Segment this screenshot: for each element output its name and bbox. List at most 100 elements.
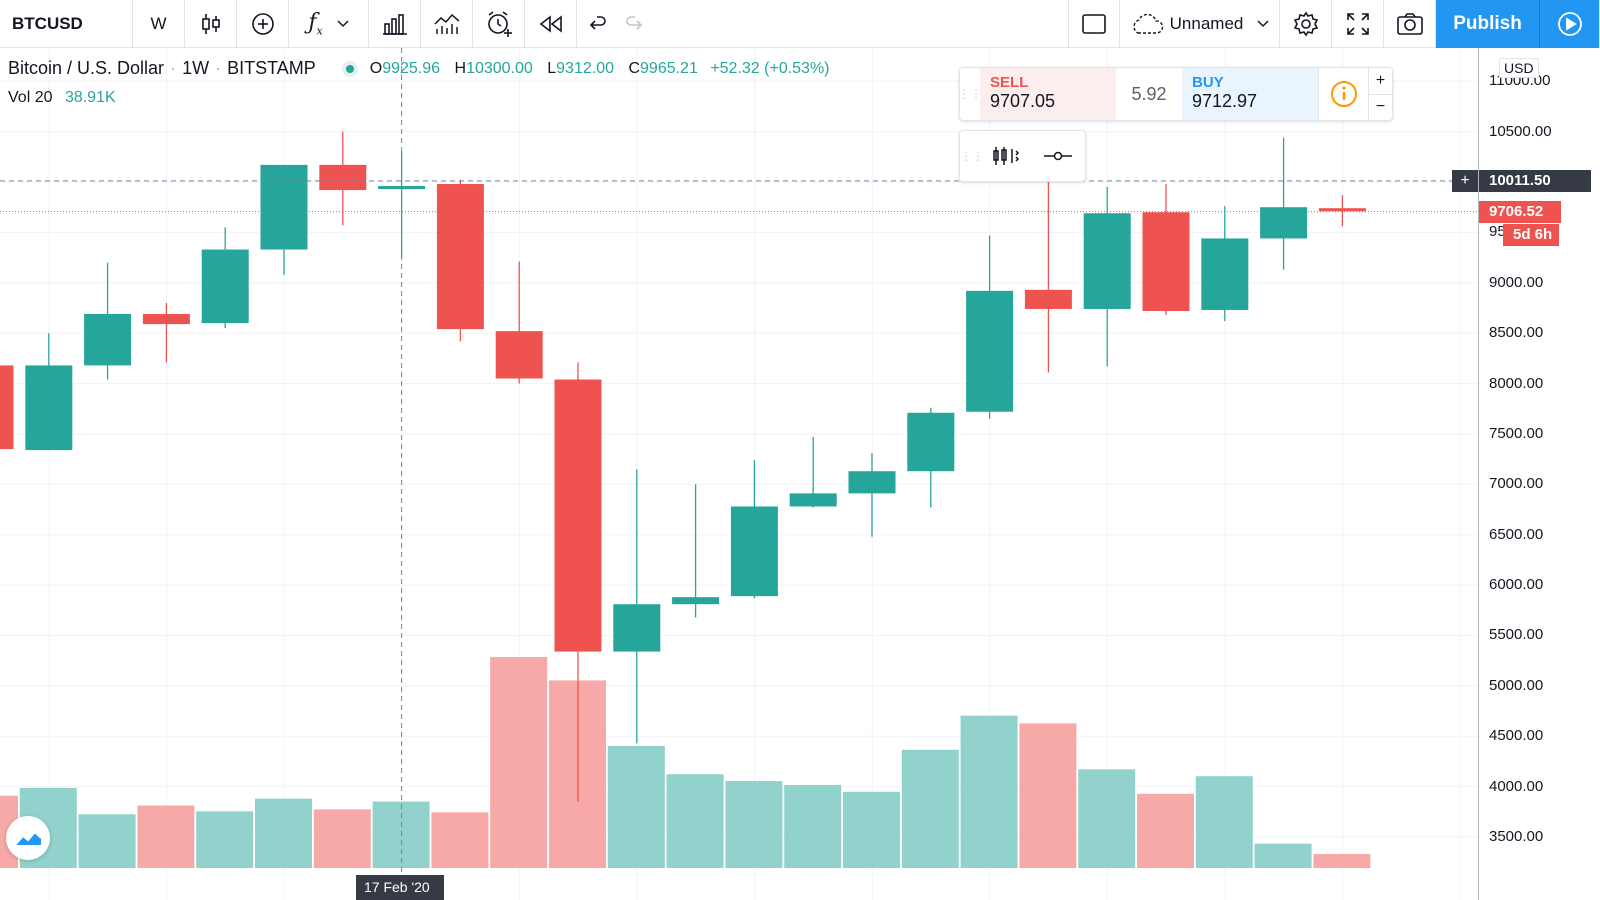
- volume-bar: [725, 781, 783, 868]
- candles-style-icon[interactable]: [185, 0, 237, 48]
- alert-clock-icon[interactable]: [473, 0, 525, 48]
- publish-button[interactable]: Publish: [1436, 0, 1540, 48]
- price-tick-label: 3500.00: [1489, 828, 1544, 845]
- price-tick-label: 6000.00: [1489, 576, 1544, 594]
- save-layout-button[interactable]: Unnamed: [1120, 0, 1280, 48]
- price-tick-label: 7000.00: [1489, 475, 1544, 493]
- volume-bar: [960, 715, 1018, 868]
- candle-up: [907, 412, 955, 472]
- candle-down: [436, 184, 484, 330]
- price-tick-label: 7500.00: [1489, 424, 1544, 442]
- candle-up: [1083, 213, 1131, 309]
- floating-mini-toolbar: ⋮⋮: [959, 130, 1086, 182]
- candle-down: [1142, 212, 1190, 311]
- candle-up: [201, 249, 249, 324]
- candle-up: [730, 506, 778, 597]
- close-label: C: [628, 59, 641, 77]
- symbol-search-button[interactable]: BTCUSD: [0, 0, 133, 48]
- redo-icon[interactable]: [625, 15, 645, 32]
- price-tick-label: 6500.00: [1489, 525, 1544, 543]
- candle-up: [848, 471, 896, 494]
- top-toolbar: BTCUSD W ƒx: [0, 0, 1600, 48]
- sell-price: 9707.05: [990, 91, 1056, 111]
- camera-snapshot-icon[interactable]: [1384, 0, 1436, 48]
- volume-bar: [666, 774, 724, 868]
- legend-interval: 1W: [182, 58, 210, 78]
- candle-up: [672, 597, 720, 605]
- volume-bar: [78, 814, 136, 868]
- quantity-stepper: + −: [1368, 68, 1392, 120]
- candle-up: [966, 290, 1014, 412]
- candle-down: [495, 331, 543, 379]
- volume-bar: [843, 791, 900, 868]
- price-tick-label: 8500.00: [1489, 324, 1544, 342]
- price-tick-label: 5500.00: [1489, 626, 1544, 644]
- buy-label: BUY: [1192, 74, 1224, 91]
- increase-icon[interactable]: +: [1375, 71, 1386, 89]
- crosshair-date-label: 17 Feb '20: [356, 875, 444, 900]
- low-value: 9312.00: [556, 59, 614, 77]
- candle-up: [260, 164, 308, 250]
- low-label: L: [547, 59, 557, 77]
- volume-bar: [784, 784, 842, 868]
- volume-bar: [313, 809, 371, 868]
- price-axis[interactable]: 3500.00 4000.00 4500.00 5000.00 5500.00 6000.…: [1478, 48, 1600, 900]
- candle-down: [554, 379, 602, 652]
- settings-gear-icon[interactable]: [1280, 0, 1332, 48]
- candle-down: [142, 314, 190, 325]
- volume-bar: [196, 811, 254, 868]
- volume-label: Vol 20: [8, 89, 53, 106]
- volume-bar: [901, 749, 959, 868]
- buy-button[interactable]: BUY 9712.97: [1182, 68, 1318, 120]
- templates-chart-icon[interactable]: [421, 0, 473, 48]
- indicators-button[interactable]: ƒx: [289, 0, 369, 48]
- drag-handle-icon[interactable]: ⋮⋮: [960, 149, 984, 163]
- legend-exchange: BITSTAMP: [227, 58, 316, 78]
- crosshair-price-label: 10011.50: [1479, 169, 1591, 192]
- tradingview-logo-icon[interactable]: [6, 816, 50, 860]
- line-tool-icon[interactable]: [1032, 130, 1084, 182]
- replay-rewind-icon[interactable]: [525, 0, 577, 48]
- play-circle-icon[interactable]: [1540, 0, 1600, 48]
- candle-up: [789, 493, 837, 507]
- undo-icon[interactable]: [587, 15, 607, 32]
- chart-legend: Bitcoin / U.S. Dollar · 1W · BITSTAMP O9…: [8, 58, 830, 106]
- change-value: +52.32 (+0.53%): [710, 59, 830, 77]
- volume-bar: [1195, 776, 1253, 868]
- market-status-icon[interactable]: [341, 60, 358, 77]
- volume-bar: [1078, 769, 1136, 868]
- volume-bar: [137, 805, 195, 868]
- volume-bar: [1254, 843, 1312, 868]
- info-icon[interactable]: [1318, 68, 1368, 120]
- price-tick-label: 4500.00: [1489, 727, 1544, 745]
- high-label: H: [454, 59, 467, 77]
- financials-bar-icon[interactable]: [369, 0, 421, 48]
- decrease-icon[interactable]: −: [1369, 93, 1392, 121]
- add-alert-plus-icon[interactable]: +: [1452, 169, 1478, 192]
- currency-label[interactable]: USD: [1499, 58, 1539, 78]
- price-tick-label: 5000.00: [1489, 676, 1544, 694]
- price-tick-label: 4000.00: [1489, 777, 1544, 795]
- layout-name: Unnamed: [1169, 13, 1244, 33]
- candle-up: [84, 314, 132, 366]
- volume-bar: [1019, 723, 1077, 868]
- depth-of-market-icon[interactable]: [980, 130, 1032, 182]
- fullscreen-icon[interactable]: [1332, 0, 1384, 48]
- chart-pane[interactable]: [0, 48, 1478, 900]
- layout-select-icon[interactable]: [1068, 0, 1120, 48]
- volume-bar: [1137, 793, 1194, 868]
- sell-button[interactable]: SELL 9707.05: [980, 68, 1116, 120]
- compare-add-symbol-icon[interactable]: [237, 0, 289, 48]
- close-value: 9965.21: [640, 59, 698, 77]
- candle-down: [0, 365, 14, 450]
- undo-redo-group: [577, 0, 655, 48]
- open-value: 9925.96: [382, 59, 441, 77]
- volume-bar: [255, 798, 312, 868]
- candle-up: [25, 365, 73, 451]
- buy-price: 9712.97: [1192, 91, 1258, 111]
- interval-button[interactable]: W: [133, 0, 185, 48]
- drag-handle-icon[interactable]: ⋮⋮: [958, 87, 982, 101]
- symbol-title[interactable]: Bitcoin / U.S. Dollar: [8, 58, 165, 78]
- volume-bar: [607, 745, 665, 868]
